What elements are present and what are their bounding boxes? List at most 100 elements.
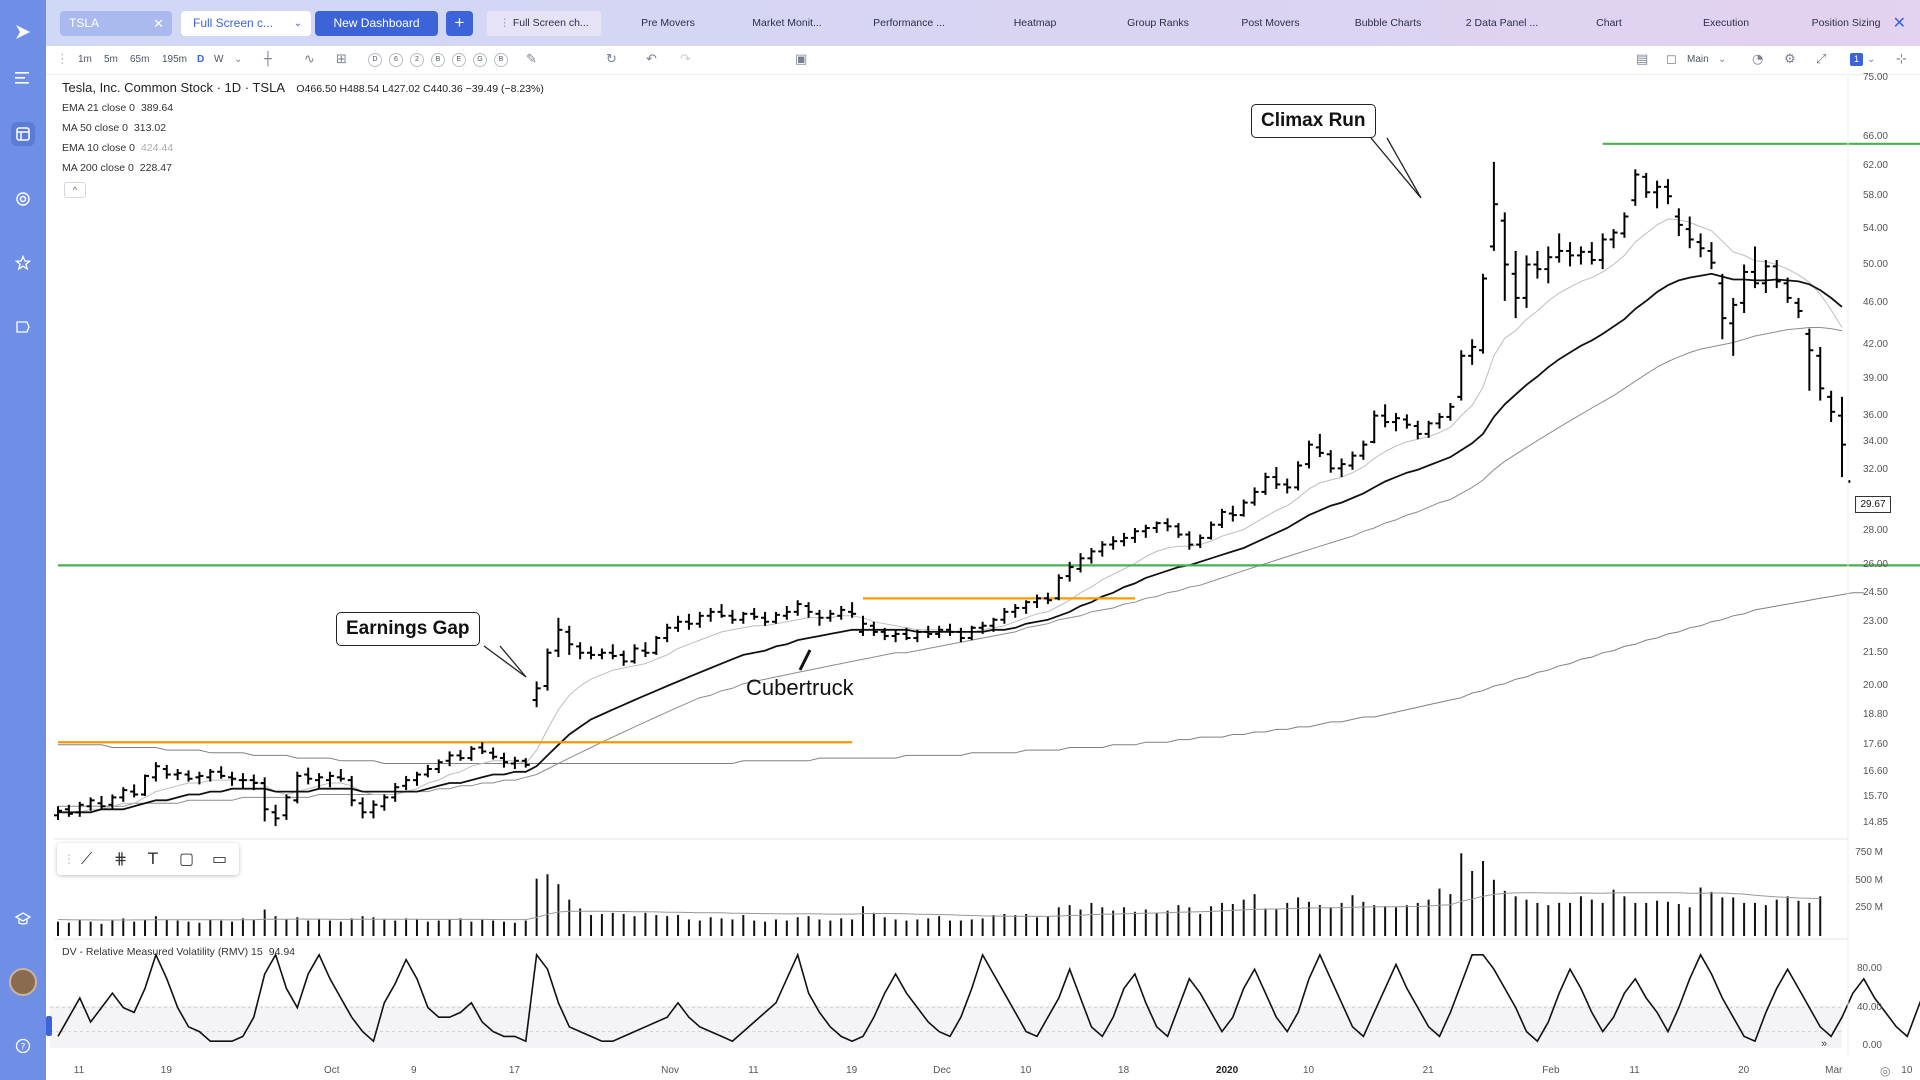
price-axis-label: 58.00 [1862,190,1888,202]
rectangle-tool-icon[interactable]: ▢ [179,849,195,868]
redo-icon[interactable]: ↷ [680,52,691,67]
ohlc-bar [1761,259,1770,293]
fib-tool-icon[interactable]: ⋕ [114,849,128,868]
help-icon[interactable]: ? [11,1034,35,1058]
logo-icon[interactable] [11,20,35,44]
tab-heatmap[interactable]: Heatmap [1013,17,1057,29]
drag-handle-icon[interactable]: ⋮ [63,852,75,866]
alert-icon[interactable]: ◔ [1752,52,1764,67]
snapshot-icon[interactable]: ▣ [795,52,808,67]
earnings-gap-callout[interactable]: Earnings Gap [336,612,480,646]
climax-run-callout[interactable]: Climax Run [1251,104,1376,138]
toggle-g[interactable]: G [473,53,487,67]
rmv-legend[interactable]: DV - Relative Measured Volatility (RMV) … [62,946,295,958]
toggle-2[interactable]: 2 [410,53,424,67]
ticker-input[interactable]: TSLA ✕ [60,11,172,36]
ohlc-bar [587,646,596,660]
tab-bubble-charts[interactable]: Bubble Charts [1354,17,1422,29]
ohlc-bar [1750,246,1759,289]
tab-market-monitor[interactable]: Market Monit... [752,17,822,29]
layout-grid-icon[interactable]: ▤ [1636,52,1649,67]
tab-2-data-panel[interactable]: 2 Data Panel ... [1465,17,1539,29]
chart-settings-icon[interactable]: ◎ [1880,1064,1891,1078]
indicator-ma200[interactable]: MA 200 close 0 228.47 [62,162,172,174]
cybertruck-annotation[interactable]: Cubertruck [746,675,854,700]
indicators-icon[interactable]: ∿ [304,52,315,67]
refresh-icon[interactable]: ↻ [606,52,617,67]
layout-selector[interactable]: Full Screen c... ⌄ [181,11,311,36]
time-axis-label: Oct [323,1065,340,1076]
collapse-legend-button[interactable]: ^ [64,182,86,198]
ohlc-bar [804,602,813,618]
interval-65m[interactable]: 65m [130,54,150,65]
toggle-d[interactable]: D [368,53,382,67]
tab-performance[interactable]: Performance ... [873,17,945,29]
scroll-to-latest-button[interactable]: » [1820,1038,1828,1050]
chart-tool-icon[interactable] [11,315,35,339]
interval-5m[interactable]: 5m [104,54,118,65]
fullscreen-icon[interactable]: ⤢ [1816,52,1827,67]
interval-195m[interactable]: 195m [162,54,188,65]
tab-post-movers[interactable]: Post Movers [1241,17,1300,29]
ohlc-bar [238,773,247,789]
window-chevron-icon[interactable]: ⌄ [1867,54,1876,65]
interval-1m[interactable]: 1m [78,54,92,65]
ohlc-bar [195,771,204,785]
ohlc-bar [1326,450,1335,473]
tab-position-sizing[interactable]: Position Sizing [1811,17,1881,29]
undo-icon[interactable]: ↶ [646,52,657,67]
interval-d[interactable]: D [197,54,205,65]
toggle-e[interactable]: E [452,53,466,67]
trend-line-icon[interactable]: ⟋ [81,849,93,868]
indicator-ema10[interactable]: EMA 10 close 0 424.44 [62,142,173,154]
tab-chart[interactable]: Chart [1596,17,1622,29]
drag-handle-icon[interactable]: ⋮ [56,52,69,67]
tab-execution[interactable]: Execution [1702,17,1750,29]
time-axis-label: 11 [748,1065,759,1076]
note-tool-icon[interactable]: ▭ [212,849,228,868]
menu-icon[interactable] [11,66,35,90]
ohlc-bar [1500,212,1509,301]
text-tool-icon[interactable]: T [148,849,158,868]
indicator-ema21[interactable]: EMA 21 close 0 389.64 [62,102,173,114]
layout-chevron-icon[interactable]: ⌄ [1718,54,1727,65]
toggle-b[interactable]: B [431,53,445,67]
new-dashboard-button[interactable]: New Dashboard [315,11,438,36]
drag-handle-icon[interactable]: ⋮ [499,17,510,29]
ohlc-bar [913,629,922,643]
ohlc-bar [304,767,313,785]
star-icon[interactable] [11,251,35,275]
ohlc-bar [956,627,965,643]
interval-chevron-icon[interactable]: ⌄ [234,54,243,65]
layout-name[interactable]: Main [1687,54,1709,65]
clear-ticker-icon[interactable]: ✕ [153,16,164,31]
window-count-badge[interactable]: 1 [1850,53,1863,66]
toggle-6[interactable]: 6 [389,53,403,67]
tab-pre-movers[interactable]: Pre Movers [641,17,695,29]
indicator-ma50[interactable]: MA 50 close 0 313.02 [62,122,166,134]
price-axis-label: 46.00 [1862,296,1888,308]
dashboard-icon[interactable] [11,122,35,146]
ohlc-bar [1087,547,1096,564]
pin-icon[interactable]: ⊹ [1896,52,1907,67]
radar-icon[interactable] [11,187,35,211]
tab-group-ranks[interactable]: Group Ranks [1127,17,1189,29]
user-avatar[interactable] [9,968,37,996]
add-tab-button[interactable]: + [446,11,473,36]
folder-icon[interactable]: ◻ [1666,52,1677,67]
education-icon[interactable] [11,907,35,931]
templates-icon[interactable]: ⊞ [336,52,347,67]
tab-full-screen-chart[interactable]: ⋮ Full Screen ch... [487,11,601,36]
bar-type-icon[interactable]: ┼ [264,52,272,67]
interval-w[interactable]: W [214,54,224,65]
close-icon[interactable]: ✕ [1892,15,1906,32]
toggle-b2[interactable]: B [494,53,508,67]
settings-icon[interactable]: ⚙ [1784,52,1796,67]
time-axis-label: Dec [933,1065,951,1076]
price-axis-label: 28.00 [1862,525,1888,537]
volume-axis-label: 500 M [1855,874,1883,886]
draw-icon[interactable]: ✎ [526,52,537,67]
ohlc-bar [1696,233,1705,258]
ohlc-bar [1479,273,1488,354]
